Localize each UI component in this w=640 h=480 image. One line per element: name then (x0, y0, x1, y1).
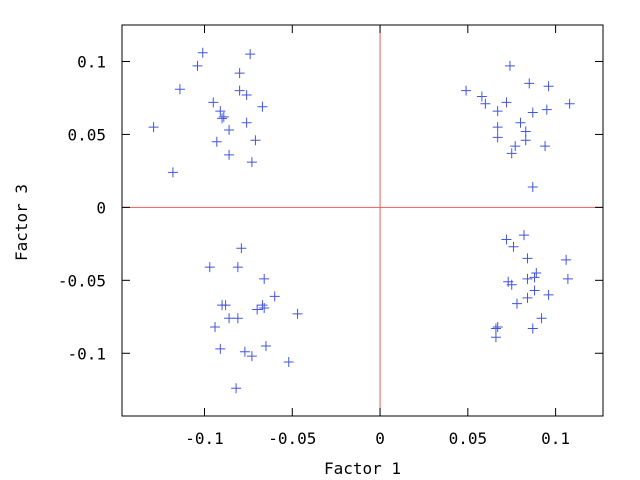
data-point (236, 243, 247, 254)
y-axis-title: Factor 3 (12, 184, 31, 261)
data-point (541, 104, 552, 115)
x-tick-label: 0.1 (541, 429, 570, 448)
data-point (215, 343, 226, 354)
data-point (522, 273, 533, 284)
data-point (490, 332, 501, 343)
data-point (543, 81, 554, 92)
data-point (561, 254, 572, 265)
data-point (234, 85, 245, 96)
data-point (204, 262, 215, 273)
y-tick-label: 0.1 (77, 52, 106, 71)
data-point (215, 106, 226, 117)
x-tick-label: -0.1 (185, 429, 224, 448)
data-point (492, 106, 503, 117)
data-point (492, 132, 503, 143)
data-point (192, 60, 203, 71)
y-tick-label: -0.05 (58, 271, 106, 290)
data-point (257, 101, 268, 112)
data-point (210, 322, 221, 333)
data-point (529, 272, 540, 283)
data-point (519, 230, 530, 241)
data-point (269, 291, 280, 302)
data-point (522, 292, 533, 303)
data-point (208, 97, 219, 108)
data-point (461, 85, 472, 96)
data-point (218, 111, 229, 122)
data-point (536, 313, 547, 324)
data-point (529, 285, 540, 296)
data-point (515, 117, 526, 128)
data-point (527, 107, 538, 118)
data-point (511, 298, 522, 309)
data-point (167, 167, 178, 178)
data-point (527, 181, 538, 192)
data-point (522, 253, 533, 264)
y-tick-label: 0.05 (67, 125, 106, 144)
data-point (543, 289, 554, 300)
data-point (232, 313, 243, 324)
data-point (246, 157, 257, 168)
data-point (562, 273, 573, 284)
data-point (531, 268, 542, 279)
data-point (148, 122, 159, 133)
x-axis: -0.1 -0.05 0 0.05 0.1 (185, 25, 570, 448)
data-point (224, 313, 235, 324)
data-point (241, 117, 252, 128)
data-point (174, 84, 185, 95)
data-point (564, 98, 575, 109)
data-point (480, 98, 491, 109)
data-point (292, 308, 303, 319)
x-tick-label: 0 (375, 429, 385, 448)
reference-lines (122, 25, 603, 416)
data-point (527, 323, 538, 334)
data-point (501, 234, 512, 245)
data-point (245, 49, 256, 60)
x-tick-label: -0.05 (268, 429, 316, 448)
data-point (520, 126, 531, 137)
data-point (224, 149, 235, 160)
data-point (492, 122, 503, 133)
y-tick-label: 0 (96, 198, 106, 217)
data-point (259, 303, 270, 314)
data-point (504, 60, 515, 71)
data-point (239, 346, 250, 357)
data-point (283, 357, 294, 368)
data-point (506, 279, 517, 290)
data-point (508, 241, 519, 252)
data-point (217, 113, 228, 124)
y-tick-label: -0.1 (67, 344, 106, 363)
data-point (250, 135, 261, 146)
data-point (224, 125, 235, 136)
data-point (540, 141, 551, 152)
data-point (520, 135, 531, 146)
data-point (246, 351, 257, 362)
plot-frame (121, 24, 604, 417)
data-point (232, 262, 243, 273)
data-point (506, 148, 517, 159)
data-point (510, 141, 521, 152)
x-tick-label: 0.05 (449, 429, 488, 448)
data-point (257, 300, 268, 311)
data-point (490, 323, 501, 334)
data-point (211, 136, 222, 147)
data-points (148, 47, 575, 394)
x-axis-title: Factor 1 (324, 459, 401, 478)
y-axis: 0.1 0.05 0 -0.05 -0.1 (58, 52, 603, 363)
data-point (476, 91, 487, 102)
data-point (260, 340, 271, 351)
data-point (231, 383, 242, 394)
data-point (197, 47, 208, 58)
data-point (492, 322, 503, 333)
data-point (234, 68, 245, 79)
data-point (241, 90, 252, 101)
data-point (501, 97, 512, 108)
data-point (524, 78, 535, 89)
data-point (259, 273, 270, 284)
data-point (252, 304, 263, 315)
data-point (217, 300, 228, 311)
